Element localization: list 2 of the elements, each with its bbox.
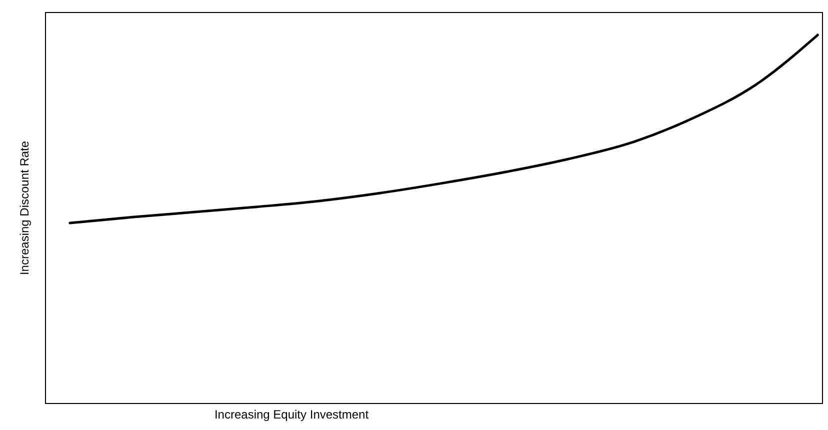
x-axis-title: Increasing Equity Investment (214, 408, 370, 422)
y-axis-title: Increasing Discount Rate (18, 140, 32, 276)
